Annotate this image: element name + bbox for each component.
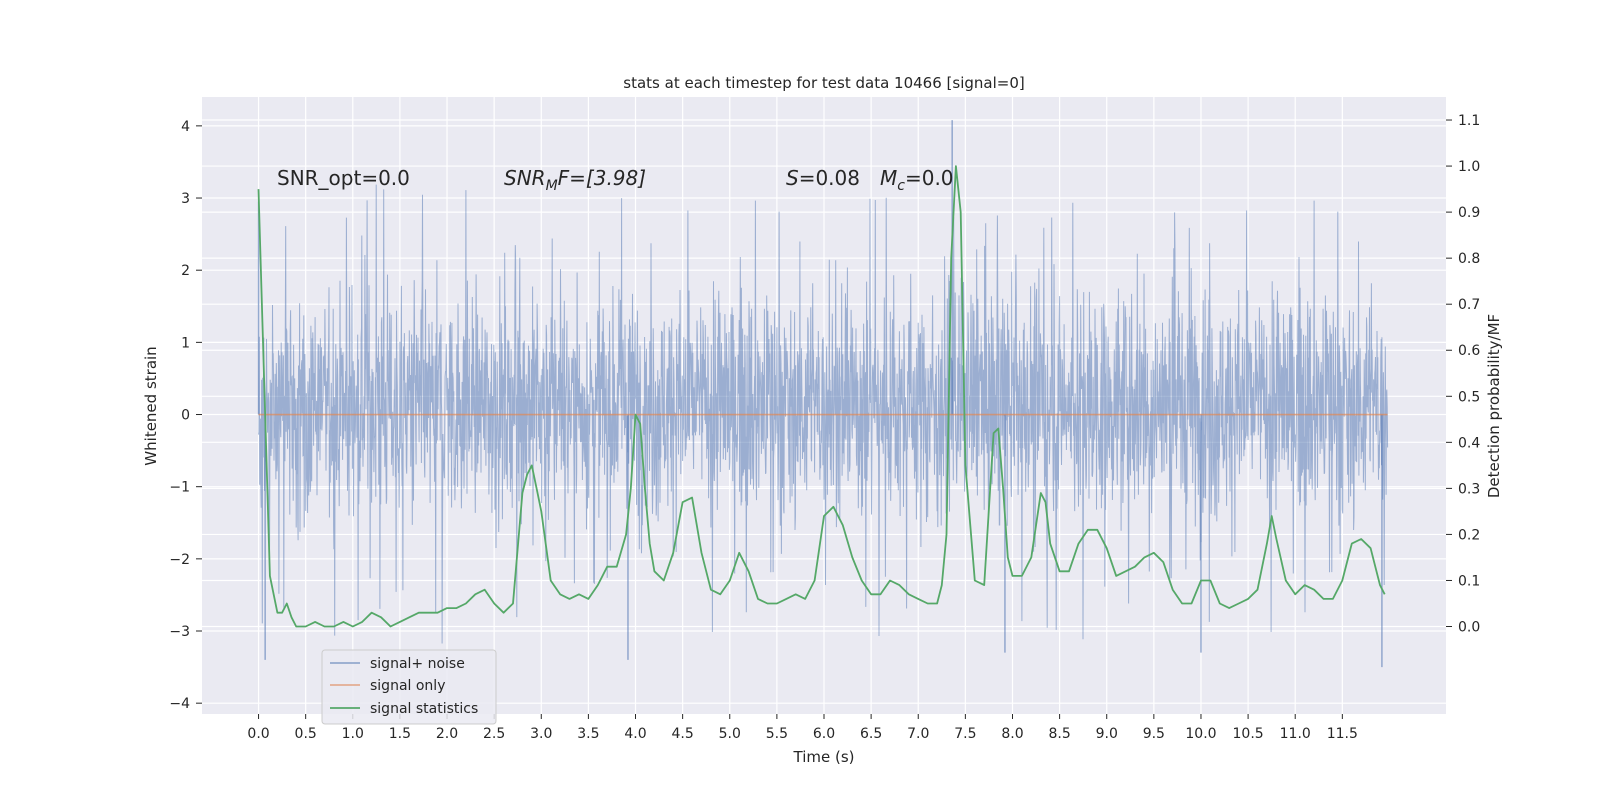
snr-mf-rest: F=[3.98]	[558, 166, 646, 190]
y2-tick-label: 0.2	[1458, 527, 1480, 543]
annotation-mc: Mc=0.0	[880, 166, 954, 194]
y-tick-label: 1	[181, 335, 190, 351]
snr-mf-main: SNR	[504, 166, 546, 190]
y2-tick-label: 0.8	[1458, 251, 1480, 267]
x-tick-label: 0.0	[247, 726, 269, 742]
snr-mf-sub: M	[546, 178, 558, 194]
x-tick-label: 10.5	[1233, 726, 1264, 742]
legend-noise-label: signal+ noise	[370, 656, 465, 672]
x-tick-label: 6.5	[860, 726, 882, 742]
x-tick-label: 10.0	[1185, 726, 1216, 742]
tick-labels: 0.0 0.5 1.0 1.5 2.0 2.5 3.0 3.5 4.0 4.5 5.0 5.5 6.0 6…	[169, 113, 1480, 742]
annotation-s: S=0.08	[786, 166, 860, 190]
y2-tick-label: 0.0	[1458, 620, 1480, 636]
y2-tick-label: 1.1	[1458, 113, 1480, 129]
y2-tick-label: 0.9	[1458, 205, 1480, 221]
signal-statistics-line	[257, 165, 1386, 628]
y-tick-label: −1	[169, 480, 190, 496]
y2-tick-label: 0.5	[1458, 389, 1480, 405]
y2-axis-label: Detection probability/MF	[1485, 314, 1503, 498]
y2-tick-label: 0.7	[1458, 297, 1480, 313]
x-tick-label: 3.0	[530, 726, 552, 742]
x-tick-label: 6.0	[813, 726, 835, 742]
x-axis-label: Time (s)	[793, 748, 855, 766]
x-tick-label: 8.5	[1048, 726, 1070, 742]
y2-tick-label: 0.3	[1458, 481, 1480, 497]
y-axis-label: Whitened strain	[142, 346, 160, 465]
legend-box	[321, 649, 497, 725]
x-tick-label: 0.5	[295, 726, 317, 742]
mc-value: =0.0	[905, 166, 954, 190]
x-tick-label: 4.5	[672, 726, 694, 742]
s-var: S	[786, 166, 799, 190]
y2-tick-label: 0.4	[1458, 435, 1480, 451]
y-tick-label: 4	[181, 119, 190, 135]
x-tick-label: 9.5	[1143, 726, 1165, 742]
legend-stats-label: signal statistics	[370, 701, 478, 717]
x-tick-label: 11.0	[1280, 726, 1311, 742]
y-tick-label: −3	[169, 624, 190, 640]
y-tick-label: 2	[181, 263, 190, 279]
x-tick-label: 9.0	[1096, 726, 1118, 742]
x-tick-label: 4.0	[624, 726, 646, 742]
stats-series	[257, 165, 1386, 628]
x-tick-label: 5.5	[766, 726, 788, 742]
x-tick-label: 5.0	[719, 726, 741, 742]
y2-tick-label: 1.0	[1458, 159, 1480, 175]
x-tick-label: 11.5	[1327, 726, 1358, 742]
legend: signal+ noise signal only signal statist…	[321, 649, 497, 725]
x-tick-label: 2.0	[436, 726, 458, 742]
y-tick-label: 0	[181, 408, 190, 424]
x-tick-label: 1.5	[389, 726, 411, 742]
noise-trace	[258, 184, 1389, 644]
x-tick-label: 1.0	[342, 726, 364, 742]
annotation-snr-mf: SNRMF=[3.98]	[504, 166, 646, 194]
y-tick-label: 3	[181, 191, 190, 207]
noise-series	[257, 120, 1389, 668]
mc-sub: c	[897, 178, 905, 194]
chart-title: stats at each timestep for test data 104…	[623, 74, 1024, 92]
y2-tick-label: 0.1	[1458, 573, 1480, 589]
x-tick-label: 7.5	[954, 726, 976, 742]
x-tick-label: 2.5	[483, 726, 505, 742]
mc-var: M	[880, 166, 897, 190]
legend-signal-label: signal only	[370, 678, 445, 694]
y-tick-label: −2	[169, 552, 190, 568]
s-value: =0.08	[799, 166, 860, 190]
y2-tick-label: 0.6	[1458, 343, 1480, 359]
x-tick-label: 3.5	[577, 726, 599, 742]
x-tick-label: 8.0	[1001, 726, 1023, 742]
annotation-snr-opt: SNR_opt=0.0	[277, 166, 410, 190]
y-tick-label: −4	[169, 696, 190, 712]
x-tick-label: 7.0	[907, 726, 929, 742]
